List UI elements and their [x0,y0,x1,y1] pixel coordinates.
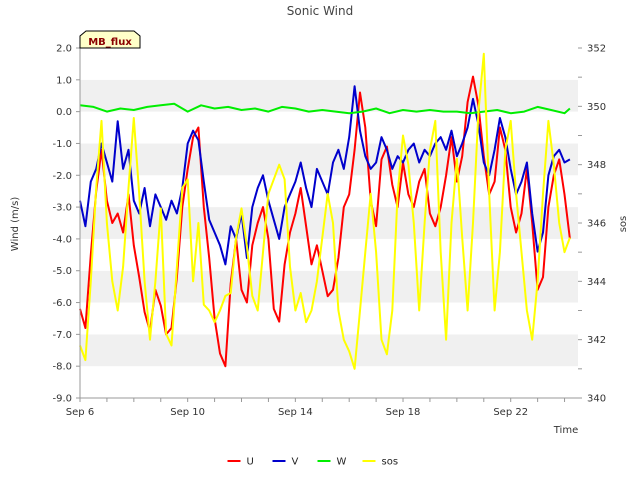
grid-band [80,79,578,112]
grid-band [80,207,578,239]
axes: 2.0 1.0 0.0 -1.0 -2.0 -3.0 -4.0 -5.0 -6.0 -7.0 -8.… [52,44,606,419]
y2-tick-label: 342 [587,335,606,346]
series-layer [79,52,571,370]
y-tick-label: -2.0 [52,171,72,182]
grid-band [80,111,578,144]
legend-item-u: U [227,457,254,468]
y-tick-label: -9.0 [52,394,72,405]
grid-band [80,366,578,398]
y2-tick-label: 350 [587,102,606,113]
y2-axis-title: sos [618,216,629,233]
series-line-sos [79,52,571,370]
y-tick-label: 0.0 [56,107,72,118]
badge-label: MB_flux [88,37,132,48]
grid-band [80,48,578,80]
y2-tick-label: 348 [587,160,606,171]
y2-tick-label: 346 [587,219,606,230]
y-tick-label: -1.0 [52,139,72,150]
y-tick-label: -8.0 [52,362,72,373]
grid-band [80,334,578,367]
legend-item-w: W [317,457,347,468]
badge: MB_flux [79,30,141,49]
y-tick-label: -4.0 [52,234,72,245]
x-tick-label: Sep 22 [493,407,528,418]
grid-band [80,302,578,335]
y-tick-label: -6.0 [52,298,72,309]
y2-tick-label: 352 [587,44,606,55]
legend-label: V [292,457,299,468]
legend-label: W [337,457,347,468]
y-tick-label: -5.0 [52,266,72,277]
x-tick-label: Sep 10 [170,407,205,418]
y-tick-label: 1.0 [56,75,72,86]
chart-title: Sonic Wind [287,4,353,18]
y2-tick-label: 340 [587,394,606,405]
y-tick-label: -7.0 [52,330,72,341]
x-axis-title: Time [553,425,578,436]
x-tick-label: Sep 18 [386,407,421,418]
x-tick-label: Sep 6 [66,407,94,418]
legend-item-sos: sos [362,457,399,468]
legend-item-v: V [272,457,299,468]
badge-box [79,30,141,49]
series-line-w [79,102,571,115]
y2-tick-label: 344 [587,277,606,288]
grid-band [80,238,578,271]
legend-label: sos [382,457,399,468]
y-tick-label: -3.0 [52,203,72,214]
y-tick-label: 2.0 [56,44,72,55]
legend-label: U [247,457,254,468]
y-axis-title: Wind (m/s) [10,197,21,252]
plot-background-bands [80,48,578,398]
x-tick-label: Sep 14 [278,407,313,418]
